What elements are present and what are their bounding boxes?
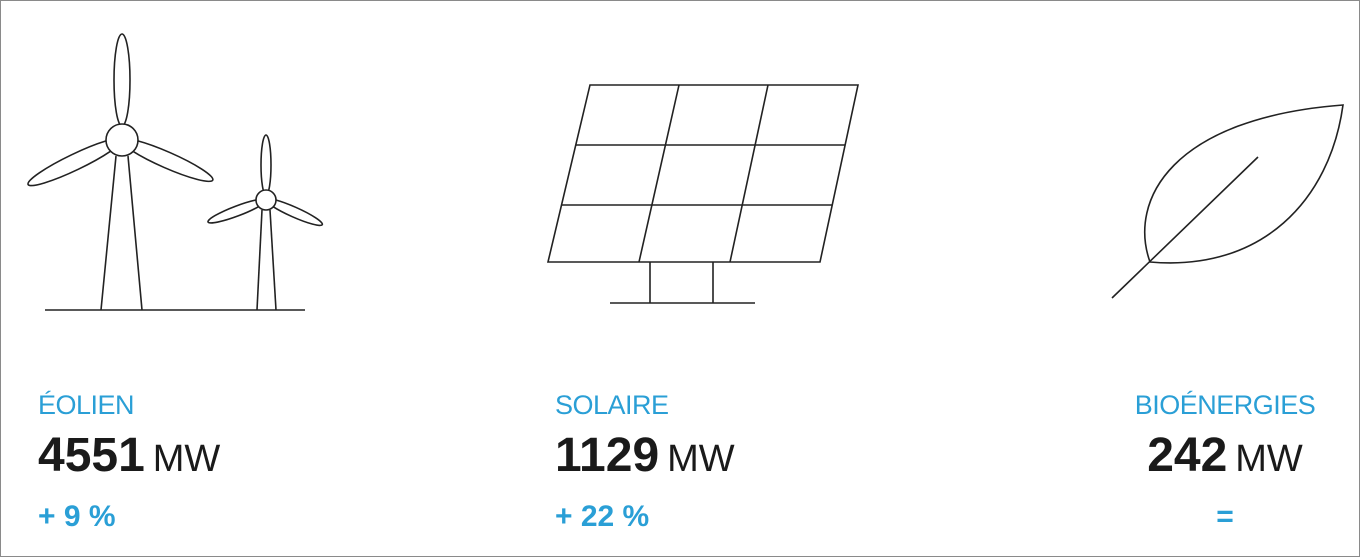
stat-column: BIOÉNERGIES 242 MW = [1110, 385, 1340, 547]
stat-change: + 22 % [555, 500, 650, 533]
tower [127, 155, 143, 311]
blade [260, 134, 272, 196]
hub [255, 189, 277, 211]
stat-change: + 9 % [38, 500, 116, 533]
leaf [1143, 104, 1344, 264]
leaf-icon [1111, 104, 1344, 299]
stat-value: 1129 MW [555, 425, 735, 487]
stat-column: SOLAIRE 1129 MW + 22 % [555, 385, 735, 547]
stat-change: = [1216, 500, 1234, 533]
wind-icon [27, 33, 324, 311]
stat-column: ÉOLIEN 4551 MW + 9 % [38, 385, 220, 547]
tower [256, 209, 263, 311]
stat-value: 4551 MW [38, 425, 220, 487]
stat-number: 242 [1147, 429, 1228, 482]
panel [546, 84, 859, 263]
stat-unit: MW [1235, 438, 1303, 480]
stat-number: 4551 [38, 429, 145, 482]
solar-icon [546, 84, 859, 304]
stat-number: 1129 [555, 429, 660, 482]
stat-label: SOLAIRE [555, 390, 669, 420]
tower [269, 209, 277, 311]
stat-value: 242 MW [1110, 425, 1340, 487]
tower [100, 155, 117, 311]
blade [113, 33, 131, 127]
stat-label: ÉOLIEN [38, 390, 135, 420]
panel-line [729, 84, 769, 263]
hub [105, 123, 139, 157]
stat-label: BIOÉNERGIES [1134, 390, 1316, 420]
panel-line [638, 84, 680, 263]
leaf-vein [1111, 156, 1259, 299]
stat-unit: MW [667, 438, 735, 480]
stat-unit: MW [152, 438, 221, 480]
